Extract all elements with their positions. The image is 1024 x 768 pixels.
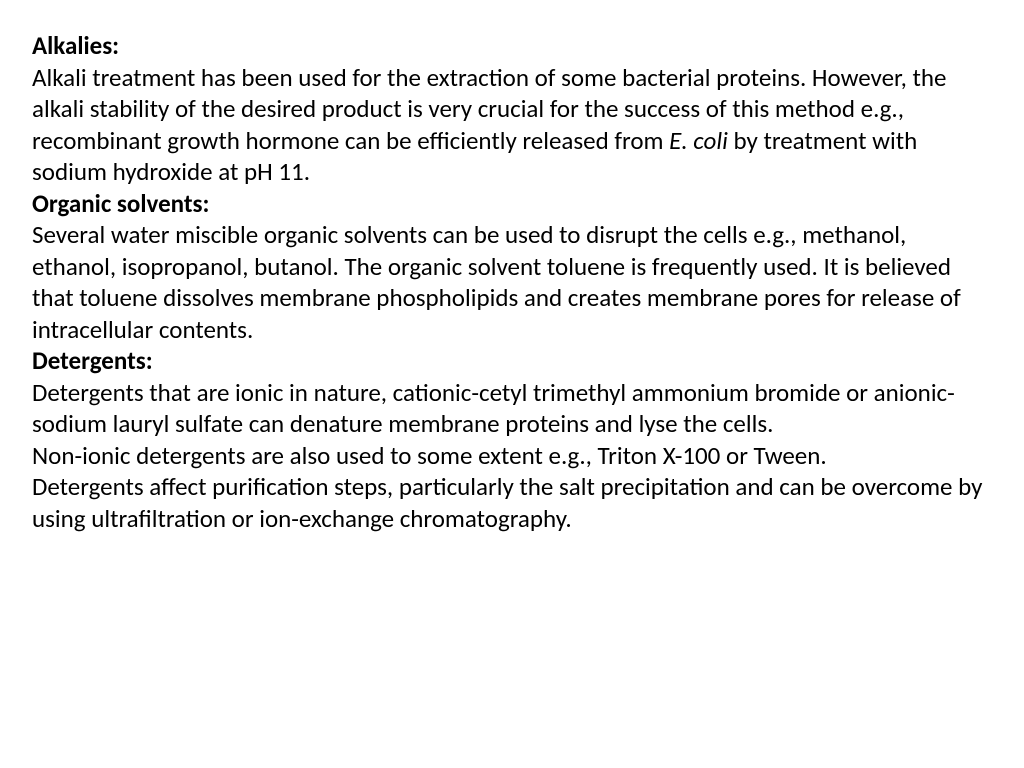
body-detergents-p3: Detergents affect purification steps, pa… <box>32 471 982 534</box>
section-organic-solvents: Organic solvents: Several water miscible… <box>32 188 992 346</box>
heading-alkalies: Alkalies: <box>32 30 119 61</box>
document-content: Alkalies: Alkali treatment has been used… <box>32 30 992 534</box>
heading-detergents: Detergents: <box>32 345 153 376</box>
body-organic-solvents: Several water miscible organic solvents … <box>32 219 961 345</box>
body-detergents-p2: Non-ionic detergents are also used to so… <box>32 440 827 471</box>
section-detergents: Detergents: Detergents that are ionic in… <box>32 345 992 534</box>
section-alkalies: Alkalies: Alkali treatment has been used… <box>32 30 992 188</box>
italic-ecoli: E. coli <box>669 125 728 156</box>
body-detergents-p1: Detergents that are ionic in nature, cat… <box>32 377 955 440</box>
heading-organic-solvents: Organic solvents: <box>32 188 209 219</box>
